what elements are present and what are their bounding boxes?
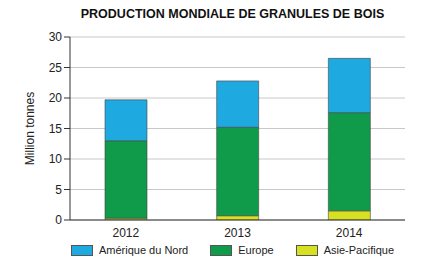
svg-text:Million tonnes: Million tonnes	[23, 92, 37, 165]
html-text:Europe: Europe	[238, 244, 274, 256]
svg-text:5: 5	[55, 183, 62, 197]
html-text:Amérique du Nord: Amérique du Nord	[99, 244, 189, 256]
svg-text:0: 0	[55, 213, 62, 227]
svg-text:15: 15	[49, 122, 63, 136]
html-text:Asie-Pacifique: Asie-Pacifique	[323, 244, 394, 256]
svg-text:2012: 2012	[112, 226, 139, 240]
html-text:PRODUCTION MONDIALE DE GRANULE: PRODUCTION MONDIALE DE GRANULES DE BOIS	[80, 7, 385, 21]
svg-text:10: 10	[49, 152, 63, 166]
svg-text:2014: 2014	[336, 226, 363, 240]
svg-text:20: 20	[49, 91, 63, 105]
svg-text:25: 25	[49, 61, 63, 75]
svg-text:30: 30	[49, 30, 63, 44]
svg-text:2013: 2013	[224, 226, 251, 240]
